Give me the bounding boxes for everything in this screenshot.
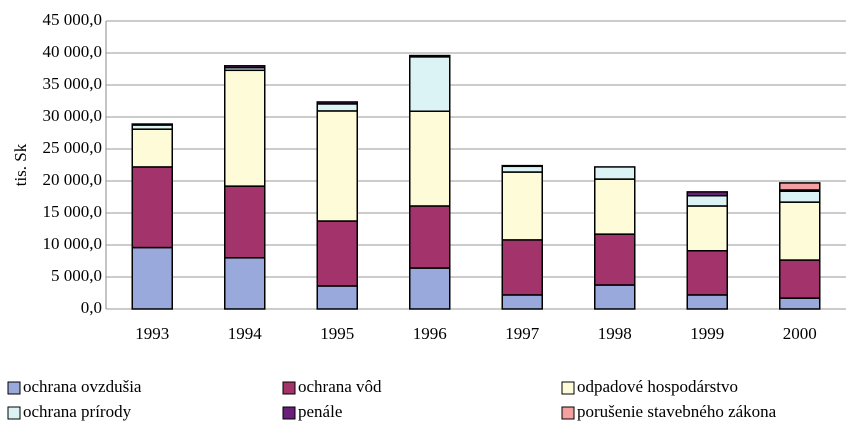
x-tick-label: 1995 [320, 324, 354, 343]
bar-segment [224, 65, 266, 69]
bar-segment [131, 166, 173, 249]
legend-label: ochrana ovzdušia [23, 377, 142, 396]
legend-label: ochrana prírody [23, 402, 132, 421]
bar-segment [501, 171, 543, 241]
y-tick-label: 0,0 [81, 298, 102, 317]
bar-segment [594, 166, 636, 180]
y-tick-label: 40 000,0 [43, 42, 103, 61]
y-tick-label: 45 000,0 [43, 10, 103, 29]
bar-segment [779, 259, 821, 299]
bar-segment [131, 128, 173, 168]
bar-segment [409, 110, 451, 207]
bar-segment [501, 164, 543, 168]
bar-segment [501, 165, 543, 173]
bar-segment [594, 233, 636, 286]
y-tick-label: 5 000,0 [51, 266, 102, 285]
x-tick-label: 2000 [783, 324, 817, 343]
bar-segment [224, 257, 266, 310]
bar-segment [686, 205, 728, 252]
legend-label: penále [298, 402, 342, 421]
bar-segment [686, 191, 728, 197]
bar-segment [409, 205, 451, 269]
bar-segment [686, 250, 728, 296]
legend-label: odpadové hospodárstvo [577, 377, 738, 396]
x-tick-label: 1994 [228, 324, 263, 343]
bar-segment [316, 220, 358, 287]
legend-label: porušenie stavebného zákona [577, 402, 777, 421]
legend-swatch [282, 381, 296, 395]
legend-swatch [7, 406, 21, 420]
legend-swatch [561, 381, 575, 395]
x-tick-label: 1998 [598, 324, 632, 343]
bar-segment [594, 284, 636, 310]
bar-segment [409, 56, 451, 112]
legend-swatch [7, 381, 21, 395]
bar-segment [501, 239, 543, 296]
bar-segment [316, 110, 358, 222]
bar-segment [779, 201, 821, 261]
bar-segment [686, 194, 728, 207]
y-tick-label: 20 000,0 [43, 170, 103, 189]
bar-segment [316, 103, 358, 112]
y-tick-label: 25 000,0 [43, 138, 103, 157]
x-tick-label: 1996 [413, 324, 447, 343]
bar-segment [779, 297, 821, 310]
x-tick-label: 1999 [690, 324, 724, 343]
y-axis-label: tis. Sk [11, 143, 30, 186]
bar-segment [131, 246, 173, 310]
bar-segment [131, 123, 173, 126]
x-tick-label: 1997 [505, 324, 540, 343]
y-tick-label: 15 000,0 [43, 202, 103, 221]
legend-swatch [561, 406, 575, 420]
x-tick-label: 1993 [135, 324, 169, 343]
bar-segment [409, 54, 451, 58]
bar-segment [779, 190, 821, 203]
bar-segment [779, 182, 821, 191]
bar-segment [409, 267, 451, 310]
y-tick-label: 10 000,0 [43, 234, 103, 253]
bar-segment [316, 101, 358, 105]
bar-segment [224, 69, 266, 187]
y-tick-label: 35 000,0 [43, 74, 103, 93]
bar-segment [316, 285, 358, 310]
bar-segment [501, 294, 543, 310]
bar-segment [224, 185, 266, 259]
y-tick-label: 30 000,0 [43, 106, 103, 125]
legend-swatch [282, 406, 296, 420]
legend-label: ochrana vôd [298, 377, 382, 396]
bar-segment [594, 178, 636, 235]
bar-segment [686, 294, 728, 310]
